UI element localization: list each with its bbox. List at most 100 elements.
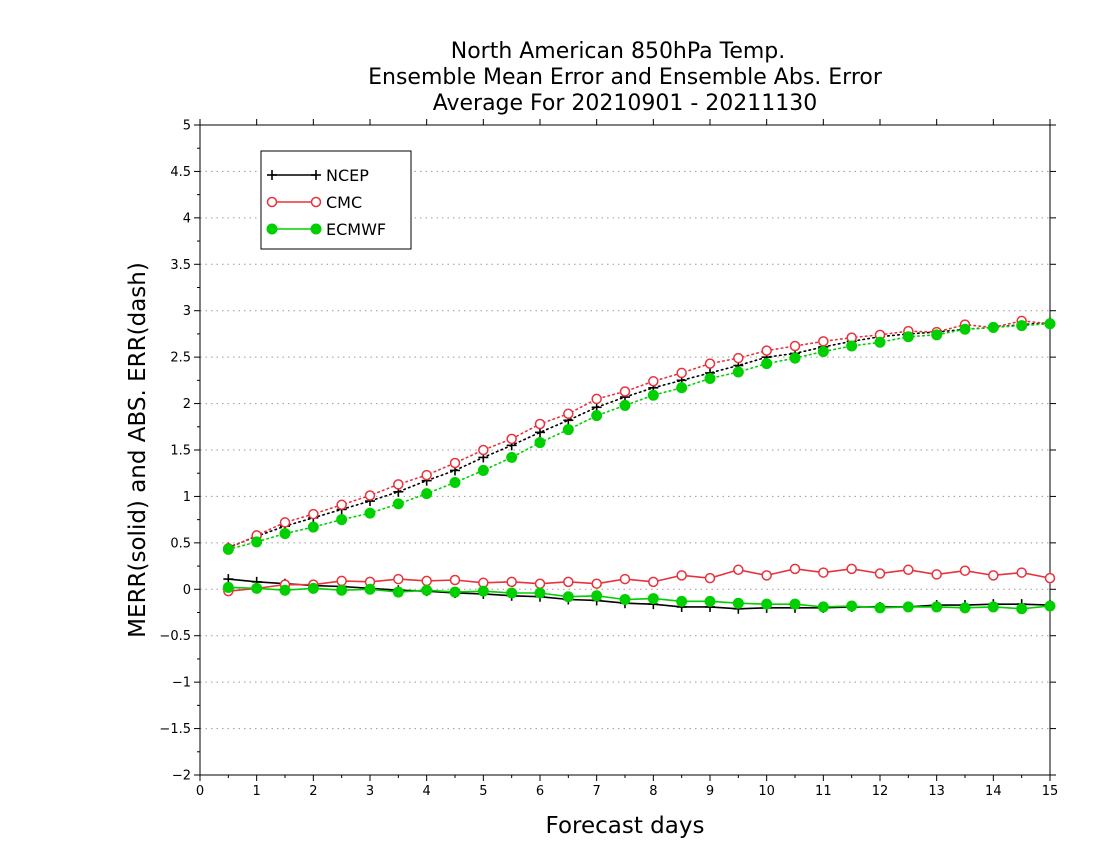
y-tick-label: 1.5 [170,444,191,459]
cmc-merr-point [336,575,347,587]
ecmwf-merr-point [647,593,659,605]
ecmwf-merr-point [307,582,319,594]
series-ncep [223,317,1055,614]
cmc-merr-point [733,564,744,576]
y-tick-label: 4 [183,211,191,226]
cmc-abs-err-line [227,320,1051,550]
cmc-merr-point [704,572,716,584]
legend-item-ecmwf: ECMWF [266,220,386,239]
x-tick-label: 7 [593,784,601,799]
ecmwf-abs-err-point [506,451,518,463]
legend-marker-end [310,223,322,235]
cmc-abs-err-point [308,508,319,520]
chart-title: North American 850hPa Temp. Ensemble Mea… [368,39,883,116]
ecmwf-abs-err-point [676,382,688,394]
ecmwf-abs-err-point [789,352,801,364]
x-tick-label: 6 [536,784,544,799]
ecmwf-abs-err-point [761,358,773,370]
ecmwf-abs-err-point [392,498,404,510]
y-tick-label: 3.5 [170,258,191,273]
legend-label: NCEP [326,166,369,185]
ecmwf-merr-point [449,586,461,598]
cmc-merr-point [761,570,772,581]
cmc-merr-point [1044,572,1056,584]
ecmwf-merr-point [222,581,234,593]
cmc-merr-point [789,563,801,575]
x-tick-label: 13 [928,784,945,799]
y-tick-label: 1 [183,490,191,505]
ecmwf-abs-err-point [279,528,291,540]
ecmwf-merr-point [902,601,914,613]
x-axis-tick-labels: 0 1 2 3 4 5 6 7 8 9 10 11 12 13 14 15 [196,784,1058,799]
series-cmc [223,315,1056,597]
cmc-abs-err-point [393,479,404,490]
gridlines [200,170,1050,730]
y-tick-label: −2 [172,769,191,784]
ecmwf-abs-err-point [477,464,489,476]
cmc-merr-point [988,570,999,581]
ecmwf-abs-err-point [846,340,858,352]
y-tick-label: −0.5 [159,629,191,644]
ecmwf-abs-err-point [421,488,433,500]
cmc-merr-point [931,569,942,580]
ecmwf-merr-point [959,602,971,614]
ecmwf-abs-err-point [874,336,886,348]
chart-title-line-2: Ensemble Mean Error and Ensemble Abs. Er… [368,65,883,90]
ncep-abs-err-line [227,321,1051,549]
ecmwf-merr-point [931,601,943,613]
y-tick-label: 2.5 [170,351,191,366]
ecmwf-merr-point [1016,603,1028,615]
ecmwf-abs-err-point [336,514,348,526]
y-tick-label: 0.5 [170,536,191,551]
cmc-merr-point [591,578,602,589]
series-ecmwf [222,318,1056,615]
cmc-merr-point [421,575,432,587]
ecmwf-abs-err-point [931,329,943,341]
ecmwf-merr-point [704,595,716,607]
legend-marker-end [311,170,321,180]
chart-title-line-1: North American 850hPa Temp. [451,39,786,64]
legend-label: CMC [326,193,362,212]
ecmwf-merr-point [392,586,404,598]
ecmwf-abs-err-point [902,331,914,343]
ncep-merr-line [228,578,1051,610]
ecmwf-merr-point [364,583,376,595]
y-tick-label: 4.5 [170,165,191,180]
cmc-abs-err-point [733,352,744,364]
x-tick-label: 11 [815,784,832,799]
legend-marker-start [266,223,278,235]
ecmwf-merr-point [817,601,829,613]
ecmwf-merr-point [676,595,688,607]
cmc-abs-err-point [704,358,716,369]
ecmwf-abs-err-point [647,389,659,401]
ecmwf-merr-point [591,590,603,602]
x-tick-label: 4 [423,784,431,799]
y-tick-label: −1.5 [159,722,191,737]
cmc-abs-err-point [364,490,376,501]
x-tick-label: 3 [366,784,374,799]
cmc-merr-point [563,576,574,588]
legend-item-cmc: CMC [266,193,362,212]
x-tick-label: 14 [985,784,1002,799]
ecmwf-abs-err-point [364,507,376,519]
ecmwf-abs-err-point [732,366,744,378]
cmc-abs-err-point [534,418,546,430]
ecmwf-merr-point [789,598,801,610]
ecmwf-merr-point [1044,600,1056,612]
ecmwf-abs-err-point [534,437,546,449]
ecmwf-abs-err-point [959,323,971,335]
cmc-merr-point [1016,567,1027,578]
x-tick-label: 1 [253,784,261,799]
ecmwf-merr-point [562,591,574,603]
ecmwf-abs-err-point [449,477,461,488]
y-tick-label: 3 [183,304,191,319]
x-tick-label: 0 [196,784,204,799]
cmc-abs-err-point [761,345,772,356]
ecmwf-merr-point [421,584,433,596]
cmc-merr-point [619,573,631,585]
ecmwf-abs-err-point [987,321,999,333]
ecmwf-abs-err-point [591,410,603,422]
cmc-merr-point [846,563,857,575]
y-tick-label: −1 [172,676,191,691]
x-tick-label: 10 [758,784,775,799]
